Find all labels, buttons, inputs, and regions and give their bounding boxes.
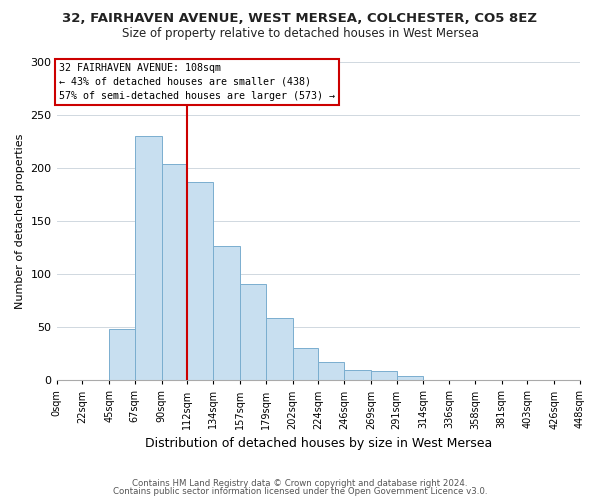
Bar [293, 348, 318, 380]
Bar [371, 370, 397, 380]
Bar [187, 182, 213, 380]
Text: 32, FAIRHAVEN AVENUE, WEST MERSEA, COLCHESTER, CO5 8EZ: 32, FAIRHAVEN AVENUE, WEST MERSEA, COLCH… [62, 12, 538, 26]
Bar [109, 330, 135, 380]
X-axis label: Distribution of detached houses by size in West Mersea: Distribution of detached houses by size … [145, 437, 492, 450]
Bar [397, 376, 424, 380]
Text: 32 FAIRHAVEN AVENUE: 108sqm
← 43% of detached houses are smaller (438)
57% of se: 32 FAIRHAVEN AVENUE: 108sqm ← 43% of det… [59, 62, 335, 100]
Bar [240, 284, 266, 380]
Y-axis label: Number of detached properties: Number of detached properties [15, 133, 25, 308]
Bar [162, 164, 187, 380]
Bar [318, 362, 344, 380]
Text: Size of property relative to detached houses in West Mersea: Size of property relative to detached ho… [122, 28, 478, 40]
Bar [344, 370, 371, 380]
Bar [266, 318, 293, 380]
Text: Contains public sector information licensed under the Open Government Licence v3: Contains public sector information licen… [113, 487, 487, 496]
Text: Contains HM Land Registry data © Crown copyright and database right 2024.: Contains HM Land Registry data © Crown c… [132, 478, 468, 488]
Bar [213, 246, 240, 380]
Bar [135, 136, 162, 380]
